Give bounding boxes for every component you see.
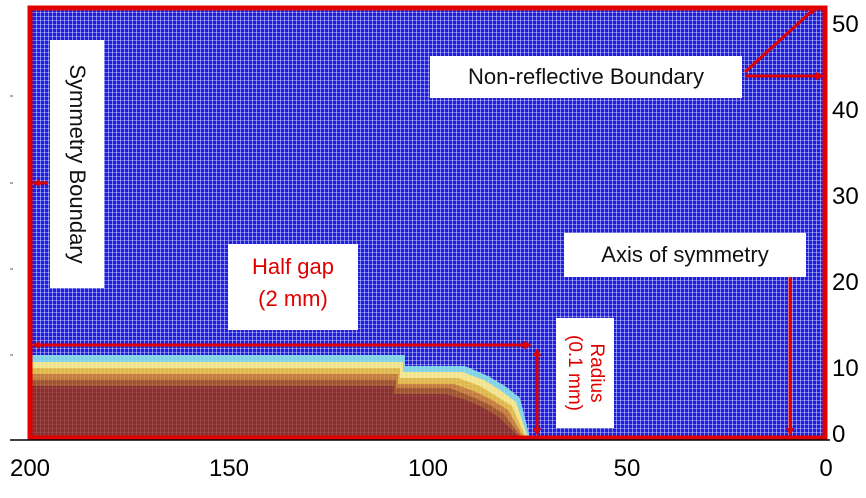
half-gap-value: (2 mm) [228,286,358,312]
symmetry-boundary-label: Symmetry Boundary [50,40,104,288]
half-gap-label: Half gap (2 mm) [228,244,358,330]
x-tick-label: 100 [408,455,448,482]
x-tick-label: 200 [10,455,50,482]
half-gap-title: Half gap [228,254,358,280]
x-tick-labels: 200 150 100 50 0 [10,455,833,482]
y-tick-label: 30 [832,183,859,210]
symmetry-boundary-text: Symmetry Boundary [64,40,90,288]
radius-text: Radius (0.1 mm) [563,318,607,428]
radius-title: Radius [585,318,607,428]
non-reflective-boundary-label: Non-reflective Boundary [430,56,742,98]
plasma-grid-overlay [30,355,530,438]
x-tick-label: 50 [614,455,641,482]
x-tick-label: 150 [209,455,249,482]
radius-label: Radius (0.1 mm) [556,318,614,428]
y-tick-label: 40 [832,97,859,124]
y-tick-label: 50 [832,11,859,38]
left-tick-marks [10,96,13,355]
axis-of-symmetry-label: Axis of symmetry [564,233,806,277]
y-tick-label: 0 [832,421,845,448]
x-tick-label: 0 [819,455,832,482]
plasma-column [30,355,530,438]
y-tick-label: 10 [832,355,859,382]
y-tick-label: 20 [832,269,859,296]
radius-value: (0.1 mm) [563,318,585,428]
y-tick-labels: 50 40 30 20 10 0 [832,11,859,448]
